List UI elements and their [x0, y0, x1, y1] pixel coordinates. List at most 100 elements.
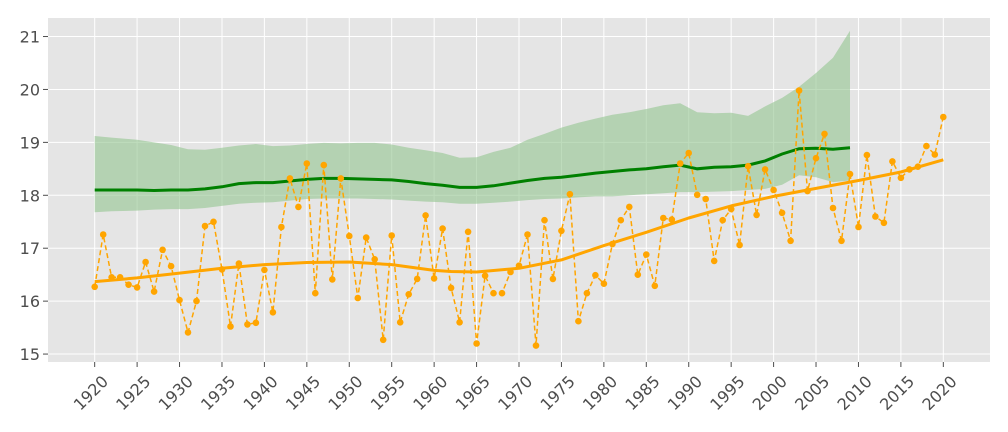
- observed-point: [235, 260, 243, 267]
- observed-point: [736, 241, 743, 249]
- observed-point: [167, 262, 175, 270]
- y-tick-label: 20: [20, 80, 40, 99]
- observed-point: [583, 289, 591, 297]
- observed-point: [863, 151, 871, 159]
- observed-point: [515, 262, 523, 270]
- observed-point: [710, 257, 718, 265]
- observed-point: [906, 166, 913, 173]
- observed-point: [176, 296, 183, 304]
- observed-point: [150, 288, 158, 295]
- observed-point: [558, 227, 565, 235]
- x-tick-label: 1985: [621, 372, 663, 414]
- observed-point: [227, 323, 234, 330]
- observed-point: [778, 209, 786, 217]
- observed-point: [600, 280, 608, 288]
- observed-point: [685, 149, 692, 157]
- observed-point: [609, 240, 616, 248]
- y-tick-label: 16: [20, 292, 40, 311]
- observed-point: [507, 268, 514, 276]
- observed-point: [566, 190, 574, 198]
- observed-point: [464, 228, 472, 236]
- observed-point: [329, 276, 336, 283]
- observed-point: [269, 309, 277, 316]
- observed-point: [761, 166, 769, 173]
- x-tick-label: 1995: [706, 372, 748, 414]
- observed-point: [753, 211, 760, 219]
- observed-point: [456, 319, 463, 326]
- observed-point: [838, 237, 845, 245]
- x-tick-label: 2000: [749, 372, 791, 414]
- y-tick-label: 21: [20, 28, 40, 47]
- observed-point: [439, 225, 446, 232]
- observed-point: [91, 283, 98, 291]
- observed-point: [99, 231, 107, 238]
- observed-point: [702, 195, 709, 203]
- observed-point: [940, 113, 947, 121]
- observed-point: [193, 297, 200, 305]
- observed-point: [108, 274, 115, 281]
- observed-point: [312, 289, 319, 297]
- observed-point: [184, 329, 192, 336]
- band-mean-line: [94, 146, 851, 193]
- observed-point: [804, 187, 811, 195]
- observed-point: [532, 342, 540, 349]
- observed-point: [626, 203, 633, 211]
- observed-point: [159, 246, 166, 254]
- x-tick-label: 1975: [537, 372, 579, 414]
- observed-point: [846, 170, 854, 178]
- observed-point: [413, 275, 421, 283]
- observed-point: [821, 130, 828, 138]
- observed-point: [897, 174, 905, 182]
- y-tick-label: 15: [20, 345, 40, 364]
- observed-point: [693, 191, 701, 199]
- observed-point: [889, 158, 896, 165]
- observed-point: [549, 275, 557, 283]
- x-tick-label: 1950: [324, 372, 366, 414]
- observed-point: [617, 216, 625, 224]
- observed-point: [473, 340, 480, 347]
- observed-point: [855, 223, 862, 231]
- observed-point: [244, 321, 251, 328]
- observed-point: [923, 142, 930, 150]
- observed-point: [142, 258, 149, 266]
- observed-point: [447, 284, 455, 292]
- x-axis-ticks: 1920 1925 1930 1935 1940 1945 1950 1955 1960 1965…: [70, 362, 961, 414]
- observed-point: [524, 231, 531, 238]
- x-tick-label: 1970: [494, 372, 536, 414]
- observed-point: [634, 271, 642, 279]
- observed-point: [362, 234, 370, 241]
- smoothed-trend-line: [94, 158, 944, 284]
- observed-point: [422, 212, 429, 219]
- observed-point: [430, 275, 438, 282]
- observed-point: [744, 162, 752, 170]
- observed-point: [303, 160, 311, 167]
- observed-point: [676, 160, 684, 167]
- x-tick-label: 1935: [197, 372, 239, 414]
- observed-point: [125, 281, 132, 289]
- x-tick-label: 1930: [155, 372, 197, 414]
- x-tick-label: 1945: [282, 372, 324, 414]
- x-tick-label: 1980: [579, 372, 621, 414]
- observed-point: [261, 266, 268, 274]
- observed-point: [337, 175, 345, 182]
- observed-point: [727, 205, 735, 213]
- observed-point: [575, 317, 582, 325]
- x-tick-label: 2015: [876, 372, 918, 414]
- observed-point: [541, 216, 548, 224]
- observed-point: [116, 274, 124, 281]
- observed-point: [346, 232, 353, 240]
- observed-point: [872, 213, 879, 220]
- y-tick-label: 18: [20, 186, 40, 205]
- observed-point: [719, 216, 726, 224]
- observed-point: [396, 319, 404, 326]
- observed-point: [278, 223, 285, 231]
- observed-point: [490, 289, 497, 297]
- observed-point: [354, 294, 362, 302]
- x-tick-label: 1960: [409, 372, 451, 414]
- observed-point: [481, 272, 489, 280]
- observed-point: [320, 161, 328, 169]
- observed-point: [651, 282, 659, 290]
- x-tick-label: 2010: [834, 372, 876, 414]
- observed-point: [914, 163, 922, 170]
